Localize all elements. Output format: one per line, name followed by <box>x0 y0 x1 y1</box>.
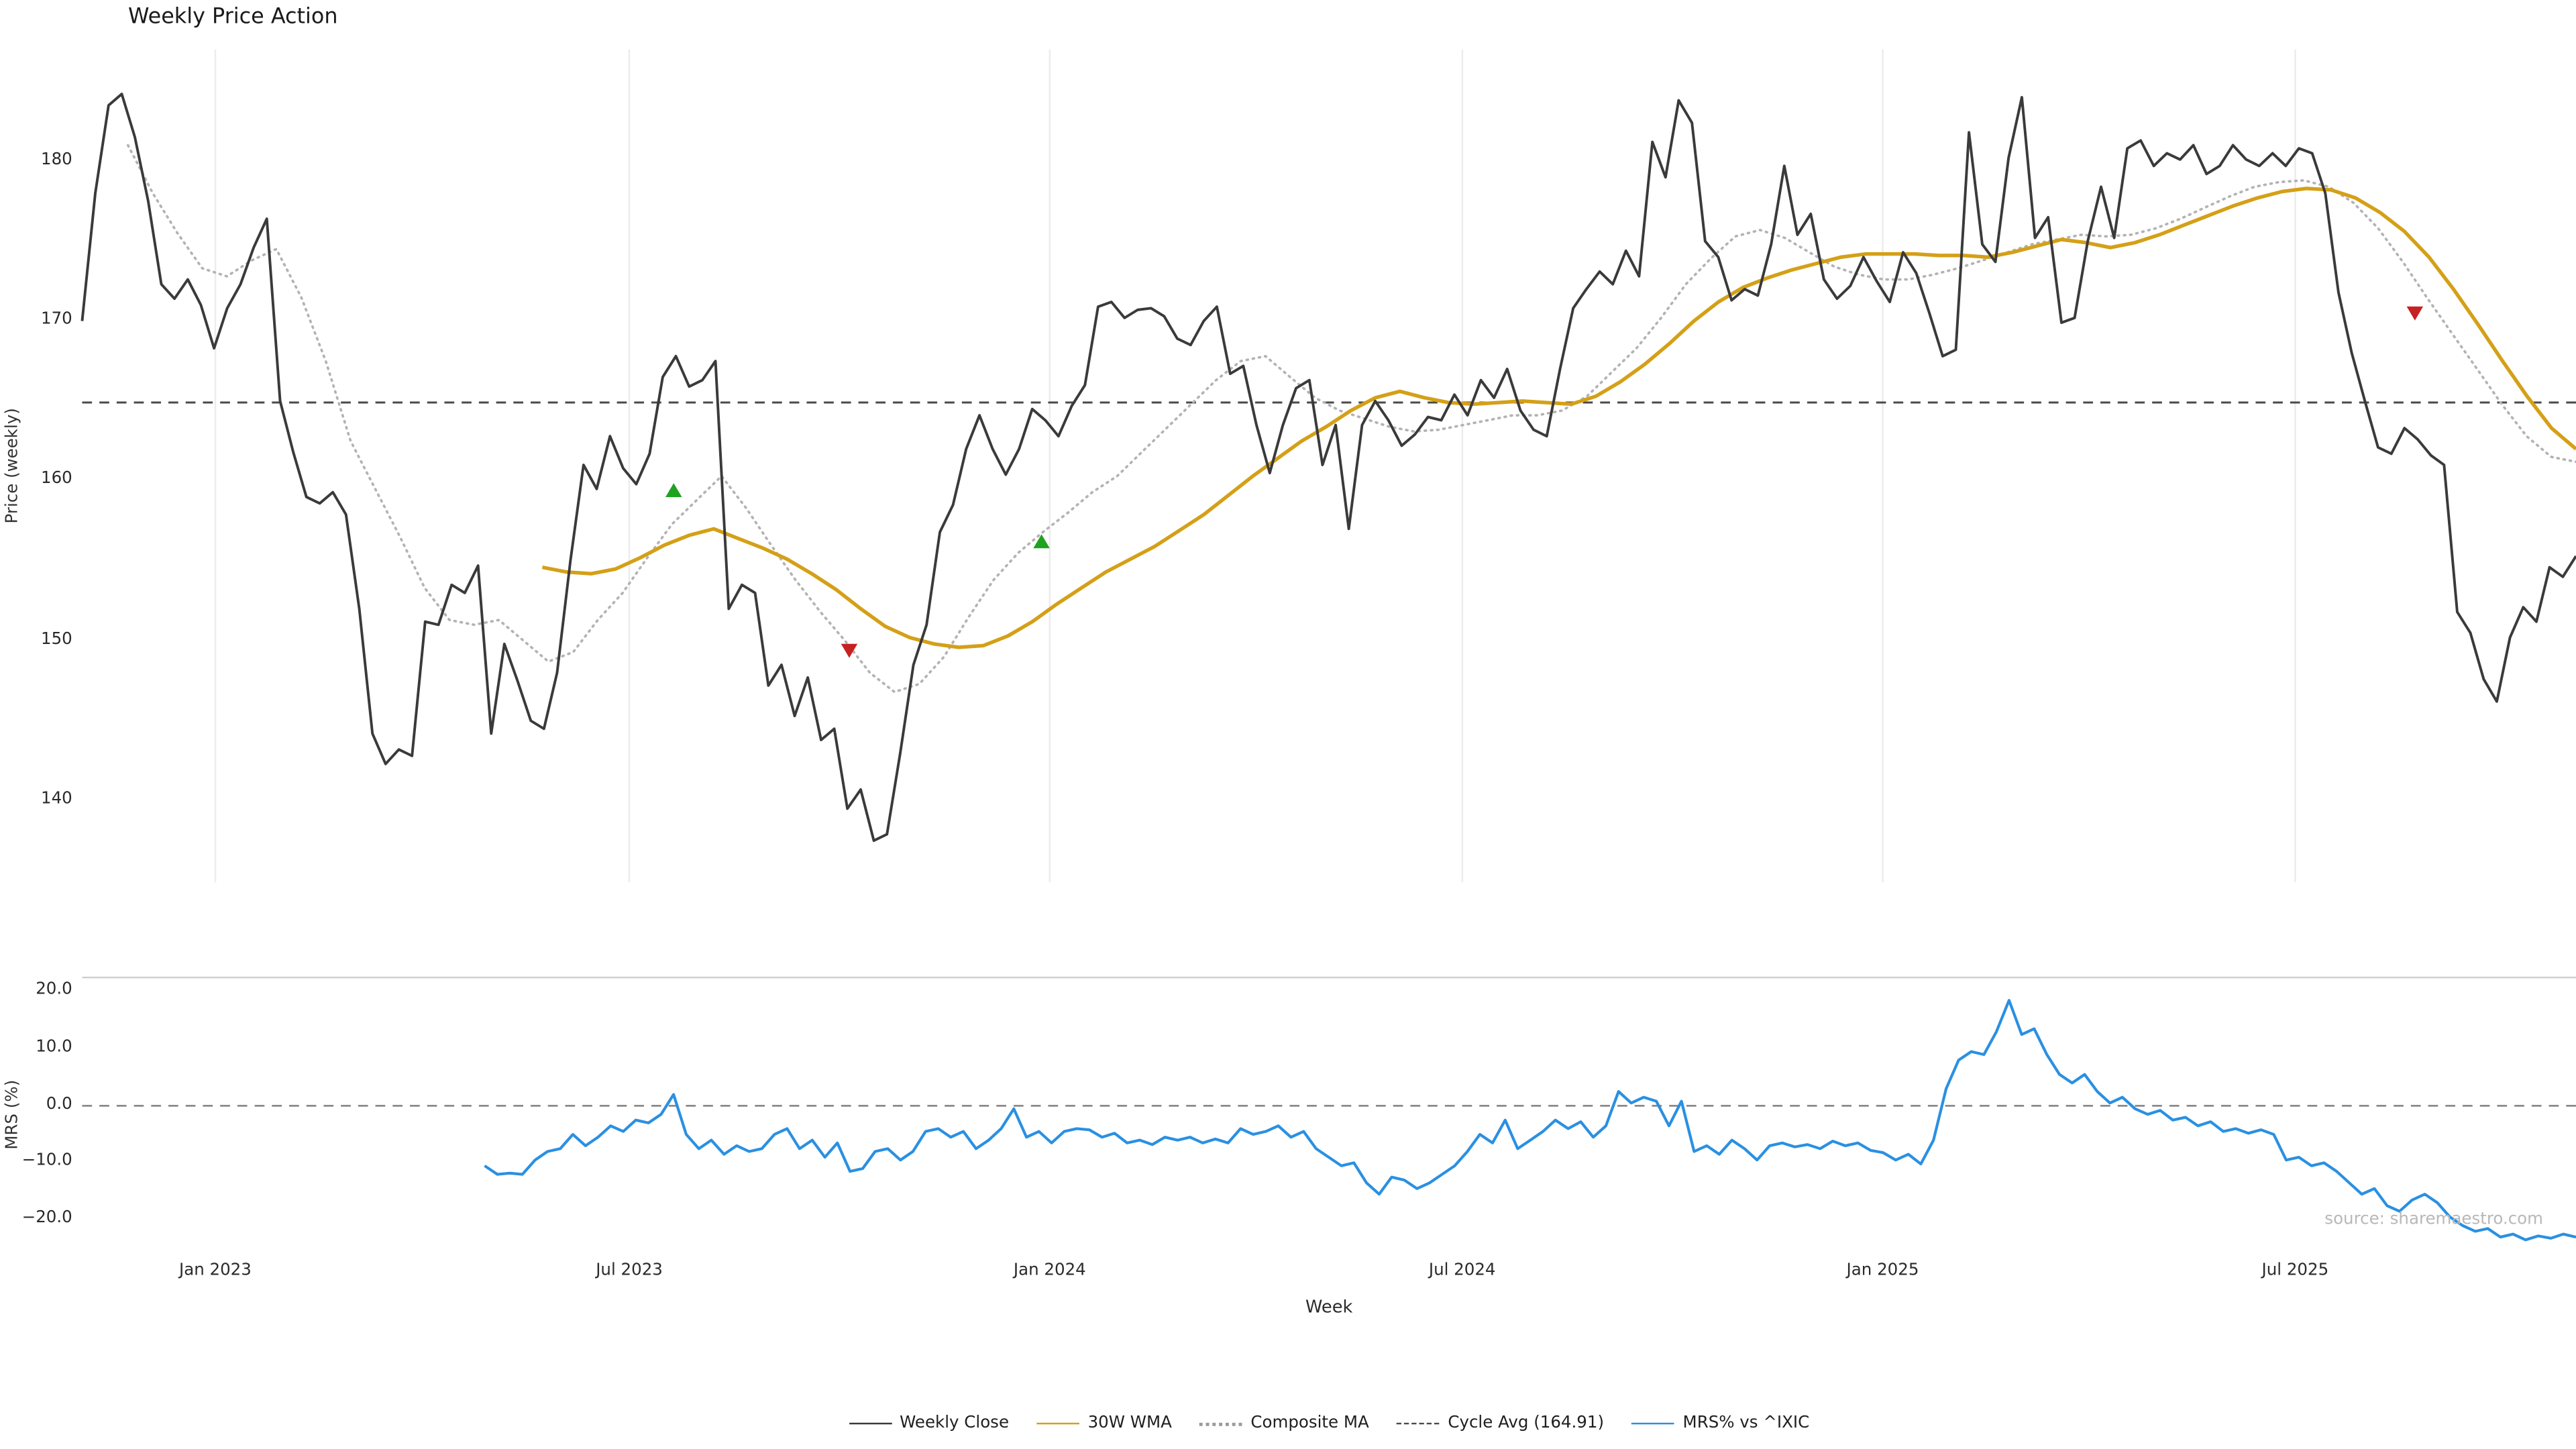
price-y-tick-label: 170 <box>40 310 72 329</box>
price-y-tick-label: 160 <box>40 470 72 488</box>
legend-item-wma: 30W WMA <box>1036 1414 1172 1433</box>
legend-swatch-wma <box>1036 1422 1080 1425</box>
legend-swatch-composite-ma <box>1199 1421 1243 1426</box>
legend-item-composite-ma: Composite MA <box>1199 1414 1369 1433</box>
x-tick-label: Jul 2025 <box>2261 1261 2329 1280</box>
legend-label-weekly-close: Weekly Close <box>900 1414 1010 1433</box>
weekly-close-line <box>80 93 2576 843</box>
price-y-tick-label: 180 <box>40 150 72 169</box>
chart-title: Weekly Price Action <box>128 5 338 30</box>
x-tick-label: Jan 2023 <box>178 1261 252 1280</box>
legend-label-mrs: MRS% vs ^IXIC <box>1682 1414 1810 1433</box>
legend-swatch-mrs <box>1631 1422 1675 1425</box>
sell-signal-marker <box>2406 306 2424 321</box>
x-tick-label: Jan 2025 <box>1846 1261 1919 1280</box>
legend-label-composite-ma: Composite MA <box>1250 1414 1369 1433</box>
x-tick-label: Jul 2024 <box>1428 1261 1496 1280</box>
mrs-line <box>484 999 2576 1242</box>
legend-item-mrs: MRS% vs ^IXIC <box>1631 1414 1810 1433</box>
source-watermark: source: sharemaestro.com <box>2324 1210 2544 1229</box>
legend-item-cycle-avg: Cycle Avg (164.91) <box>1397 1415 1604 1433</box>
mrs-y-tick-label: 20.0 <box>36 981 72 1000</box>
x-tick-label: Jan 2024 <box>1013 1261 1086 1280</box>
sell-signal-marker <box>841 643 858 658</box>
mrs-y-tick-label: −20.0 <box>21 1209 72 1228</box>
mrs-y-tick-label: 10.0 <box>36 1038 72 1057</box>
wma-line <box>541 186 2576 649</box>
price-y-axis-label: Price (weekly) <box>4 408 23 524</box>
buy-signal-marker <box>665 483 682 498</box>
legend-item-weekly-close: Weekly Close <box>849 1415 1009 1433</box>
legend-label-cycle-avg: Cycle Avg (164.91) <box>1448 1414 1605 1433</box>
legend-swatch-cycle-avg <box>1397 1422 1440 1425</box>
mrs-y-tick-label: 0.0 <box>46 1095 72 1114</box>
legend: Weekly Close 30W WMA Composite MA Cycle Avg… <box>82 1415 2576 1433</box>
price-y-tick-label: 150 <box>40 630 72 649</box>
legend-swatch-weekly-close <box>849 1422 892 1425</box>
x-axis-label: Week <box>1305 1297 1353 1318</box>
composite-ma-line <box>126 144 2576 694</box>
mrs-y-tick-label: −10.0 <box>21 1152 72 1171</box>
buy-signal-marker <box>1033 534 1050 549</box>
legend-label-wma: 30W WMA <box>1087 1414 1172 1433</box>
x-tick-label: Jul 2023 <box>596 1261 663 1280</box>
price-y-tick-label: 140 <box>40 790 72 808</box>
